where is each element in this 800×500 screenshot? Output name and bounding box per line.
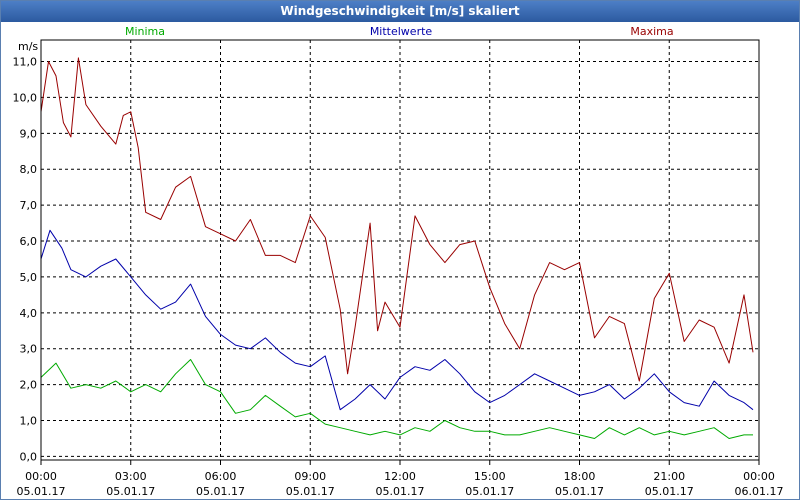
x-tick-time: 09:00	[294, 470, 326, 483]
plot-frame	[40, 39, 760, 461]
x-tick-date: 05.01.17	[196, 485, 245, 498]
y-tick-label: 3,0	[20, 343, 38, 356]
y-tick-label: 4,0	[20, 307, 38, 320]
y-tick-label: 2,0	[20, 379, 38, 392]
x-tick-date: 05.01.17	[465, 485, 514, 498]
x-tick-time: 12:00	[384, 470, 416, 483]
x-tick-date: 05.01.17	[286, 485, 335, 498]
y-tick-label: 6,0	[20, 235, 38, 248]
x-tick-date: 05.01.17	[555, 485, 604, 498]
x-tick-time: 06:00	[205, 470, 237, 483]
y-tick-label: 8,0	[20, 163, 38, 176]
x-tick-date: 05.01.17	[376, 485, 425, 498]
x-tick-time: 00:00	[743, 470, 775, 483]
minima-series-line	[40, 359, 753, 439]
y-tick-label: 10,0	[13, 91, 38, 104]
x-tick-time: 21:00	[653, 470, 685, 483]
x-tick-date: 06.01.17	[735, 485, 784, 498]
legend-mittelwerte: Mittelwerte	[370, 25, 433, 38]
y-tick-label: 9,0	[20, 127, 38, 140]
x-tick-date: 05.01.17	[106, 485, 155, 498]
y-axis-unit-label: m/s	[18, 40, 38, 53]
y-tick-label: 1,0	[20, 415, 38, 428]
maxima-series-line	[40, 57, 754, 382]
x-tick-date: 05.01.17	[645, 485, 694, 498]
legend-minima: Minima	[125, 25, 165, 38]
x-tick-time: 15:00	[474, 470, 506, 483]
legend-maxima: Maxima	[630, 25, 673, 38]
y-tick-label: 0,0	[20, 450, 38, 463]
chart-title: Windgeschwindigkeit [m/s] skaliert	[1, 1, 799, 22]
mittelwerte-series-line	[40, 229, 754, 411]
y-tick-label: 5,0	[20, 271, 38, 284]
x-tick-time: 18:00	[564, 470, 596, 483]
x-tick-time: 03:00	[115, 470, 147, 483]
y-tick-label: 7,0	[20, 199, 38, 212]
y-tick-label: 11,0	[13, 56, 38, 69]
x-tick-time: 00:00	[25, 470, 57, 483]
x-tick-date: 05.01.17	[17, 485, 66, 498]
